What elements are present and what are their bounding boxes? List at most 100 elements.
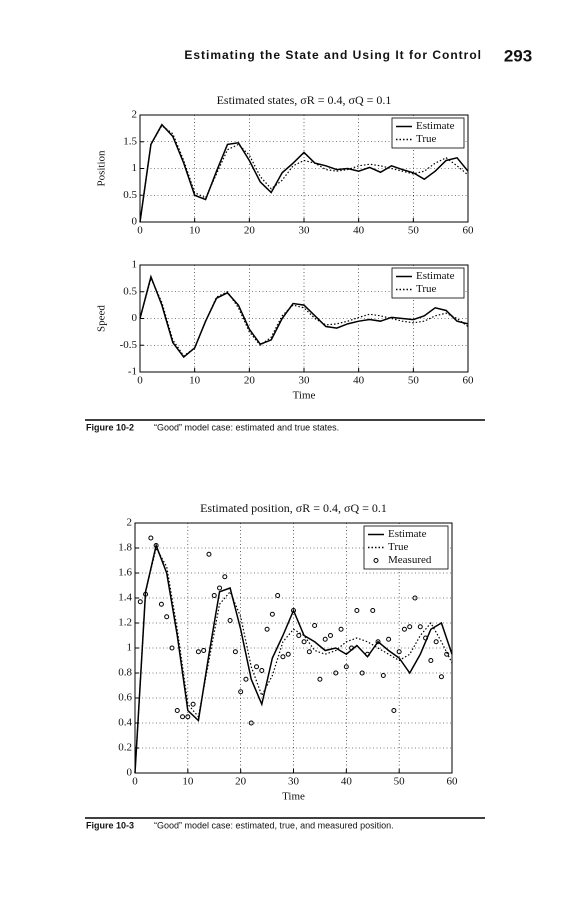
measured-point — [364, 651, 370, 657]
y-tick-label: 1 — [127, 642, 133, 654]
x-tick-label: 40 — [353, 375, 365, 387]
measured-point — [169, 645, 175, 651]
y-tick-label: 0.5 — [123, 285, 137, 297]
x-axis-label: Time — [282, 791, 305, 803]
y-axis-label: Speed — [96, 305, 108, 332]
y-tick-label: 1.6 — [118, 567, 132, 579]
measured-point — [306, 649, 312, 655]
x-tick-label: 30 — [299, 375, 311, 387]
measured-point — [259, 668, 265, 673]
measured-point — [359, 670, 365, 676]
measured-point — [269, 611, 275, 617]
measured-point — [222, 574, 228, 580]
x-tick-label: 20 — [235, 776, 247, 788]
plot-frame — [134, 522, 453, 774]
x-tick-label: 10 — [182, 776, 194, 788]
x-tick-label: 0 — [132, 776, 138, 788]
y-tick-label: 0 — [127, 767, 133, 779]
legend-label: Estimate — [416, 270, 455, 282]
measured-point — [343, 664, 349, 670]
measured-point — [412, 595, 418, 601]
measured-point — [238, 689, 244, 695]
measured-point — [301, 639, 307, 645]
y-tick-label: -0.5 — [120, 339, 138, 351]
measured-point — [190, 701, 196, 707]
y-tick-label: -1 — [128, 366, 137, 378]
measured-point — [291, 608, 296, 613]
measured-point — [143, 591, 149, 597]
series-line — [139, 276, 469, 357]
measured-point — [153, 543, 159, 548]
measured-point — [174, 708, 180, 713]
measured-point — [327, 633, 333, 638]
y-tick-label: 0.4 — [118, 717, 132, 729]
measured-point — [354, 608, 360, 613]
plot-frame — [139, 114, 469, 223]
chart-title: Estimated position, σR = 0.4, σQ = 0.1 — [200, 501, 387, 515]
measured-point — [206, 551, 212, 557]
measured-point — [312, 623, 318, 628]
measured-point — [349, 645, 355, 651]
x-tick-label: 50 — [408, 225, 420, 237]
y-tick-label: 0.8 — [118, 667, 132, 679]
legend-label: Estimate — [416, 120, 455, 132]
y-tick-label: 0.6 — [118, 692, 132, 704]
measured-point — [211, 593, 217, 598]
y-tick-label: 0.5 — [123, 189, 137, 201]
y-tick-label: 2 — [127, 517, 133, 529]
y-tick-label: 1.5 — [123, 135, 137, 147]
series-line — [134, 546, 453, 774]
measured-point — [428, 658, 434, 663]
measured-point — [248, 720, 254, 726]
measured-point — [148, 535, 154, 541]
x-tick-label: 40 — [341, 776, 353, 788]
x-axis-label: Time — [293, 390, 316, 402]
measured-point — [158, 601, 164, 607]
series-line — [139, 123, 469, 223]
measured-point — [338, 626, 344, 632]
measured-point — [164, 614, 170, 620]
measured-point — [195, 649, 201, 655]
measured-point — [444, 651, 450, 657]
measured-point — [227, 618, 233, 623]
x-tick-label: 30 — [299, 225, 311, 237]
legend-box — [391, 267, 465, 299]
y-tick-label: 1 — [132, 259, 138, 271]
legend-label: True — [388, 541, 408, 553]
caption-text: “Good” model case: estimated, true, and … — [154, 820, 394, 830]
x-tick-label: 0 — [137, 375, 143, 387]
x-tick-label: 50 — [408, 375, 420, 387]
y-tick-label: 2 — [132, 109, 138, 121]
x-tick-label: 0 — [137, 225, 143, 237]
legend-label: True — [416, 133, 436, 145]
legend-box — [391, 117, 465, 149]
y-tick-label: 0.2 — [118, 742, 132, 754]
y-tick-label: 1.8 — [118, 542, 132, 554]
measured-point — [370, 608, 376, 613]
measured-point — [285, 651, 291, 657]
measured-point — [386, 636, 392, 642]
x-tick-label: 10 — [189, 375, 201, 387]
caption-label: Figure 10-2 — [86, 422, 134, 432]
y-tick-label: 0 — [132, 216, 138, 228]
x-tick-label: 30 — [288, 776, 300, 788]
legend-marker — [373, 558, 379, 563]
measured-point — [243, 676, 249, 682]
measured-point — [438, 674, 444, 680]
y-tick-label: 1.4 — [118, 592, 132, 604]
measured-point — [417, 624, 423, 630]
x-tick-label: 60 — [447, 776, 459, 788]
legend-label: Estimate — [388, 528, 427, 540]
measured-point — [396, 649, 402, 655]
series-line — [139, 124, 469, 223]
measured-point — [401, 626, 407, 632]
x-tick-label: 60 — [463, 225, 475, 237]
measured-point — [232, 649, 238, 655]
x-tick-label: 20 — [244, 225, 256, 237]
measured-point — [254, 664, 260, 670]
measured-point — [423, 635, 429, 641]
x-tick-label: 40 — [353, 225, 365, 237]
caption-label: Figure 10-3 — [86, 820, 134, 830]
measured-point — [433, 639, 439, 645]
